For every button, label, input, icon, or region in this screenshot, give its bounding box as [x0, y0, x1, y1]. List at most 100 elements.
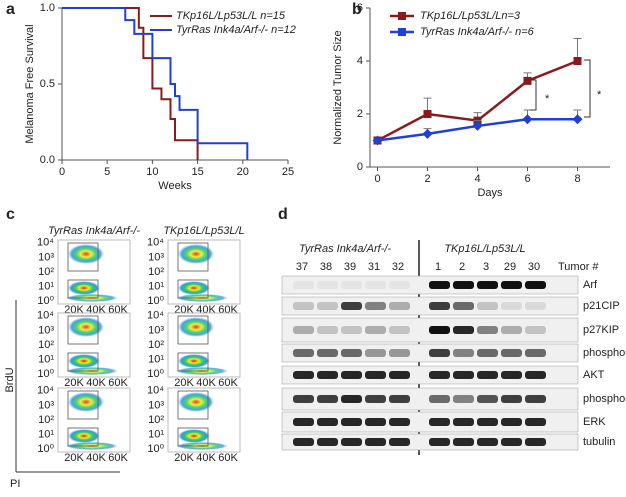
band	[341, 395, 362, 403]
band	[501, 418, 522, 426]
y-tick-label: 10²	[38, 266, 54, 278]
marker	[573, 57, 582, 65]
gate	[177, 279, 209, 299]
legend-label: TyrRas Ink4a/Arf-/- n=6	[420, 26, 535, 38]
panel-letter: c	[6, 206, 15, 223]
y-tick-label: 10²	[148, 414, 164, 426]
lane-label: 38	[320, 261, 332, 273]
x-tick-label: 6	[524, 173, 530, 185]
x-tick-label: 4	[474, 173, 480, 185]
band	[389, 349, 410, 357]
marker	[422, 128, 433, 139]
band	[365, 349, 386, 357]
y-tick-label: 0.5	[40, 78, 55, 90]
row-label: ERK	[583, 416, 606, 428]
x-tick-label: 20K	[174, 377, 194, 389]
x-tick-label: 10	[146, 166, 158, 178]
band	[525, 349, 546, 357]
y-tick-label: 10²	[38, 414, 54, 426]
flow-density	[178, 281, 210, 295]
band	[501, 395, 522, 403]
y-tick-label: 10¹	[148, 428, 164, 440]
annotation: *	[597, 89, 602, 101]
survival-curve	[62, 7, 249, 160]
y-tick-label: 10²	[38, 339, 54, 351]
band	[389, 302, 410, 310]
band	[365, 371, 386, 379]
row-label: phospho-ERK	[583, 393, 626, 405]
y-tick-label: 4	[357, 55, 363, 67]
y-tick-label: 10⁰	[147, 295, 164, 307]
y-tick-label: 0.0	[40, 154, 55, 166]
y-tick-label: 10²	[148, 266, 164, 278]
y-tick-label: 2	[357, 108, 363, 120]
band	[453, 418, 474, 426]
lane-label: 39	[344, 261, 356, 273]
lane-label: 32	[392, 261, 404, 273]
marker	[522, 114, 533, 125]
legend-marker	[398, 28, 406, 36]
lane-label: 1	[435, 261, 441, 273]
band	[477, 418, 498, 426]
y-tick-label: 10⁰	[147, 443, 164, 455]
band	[477, 302, 498, 310]
band	[501, 438, 522, 446]
flow-density	[68, 392, 104, 412]
band	[501, 349, 522, 357]
x-tick-label: 60K	[218, 452, 238, 464]
band	[453, 302, 474, 310]
annotation: *	[545, 93, 550, 105]
band	[341, 326, 362, 334]
gate	[67, 352, 99, 372]
band	[525, 281, 546, 289]
band	[317, 418, 338, 426]
gate	[67, 315, 99, 345]
x-axis-label: PI	[10, 478, 20, 490]
marker	[523, 76, 532, 85]
x-tick-label: 20K	[64, 452, 84, 464]
flow-density	[68, 244, 104, 264]
x-tick-label: 40K	[196, 452, 216, 464]
lane-header: Tumor #	[558, 261, 599, 273]
x-tick-label: 40K	[86, 452, 106, 464]
row-label: p21CIP	[583, 300, 620, 312]
x-tick-label: 20K	[174, 452, 194, 464]
band	[389, 371, 410, 379]
band	[293, 395, 314, 403]
band	[525, 418, 546, 426]
band	[293, 326, 314, 334]
band	[317, 438, 338, 446]
flow-density	[68, 429, 100, 443]
band	[525, 395, 546, 403]
y-tick-label: 10⁴	[37, 237, 54, 249]
band	[501, 371, 522, 379]
y-tick-label: 10⁴	[147, 237, 164, 249]
band	[501, 281, 522, 289]
band	[317, 371, 338, 379]
x-tick-label: 0	[59, 166, 65, 178]
column-header: TKp16L/Lp53L/L	[163, 225, 244, 237]
y-tick-label: 10²	[148, 339, 164, 351]
band	[429, 302, 450, 310]
row-label: tubulin	[583, 436, 615, 448]
bracket	[584, 59, 591, 118]
y-tick-label: 10⁴	[37, 310, 54, 322]
panel-letter: d	[278, 206, 288, 223]
x-tick-label: 15	[191, 166, 203, 178]
band	[341, 371, 362, 379]
band	[365, 418, 386, 426]
y-tick-label: 10⁰	[147, 368, 164, 380]
flow-density	[68, 354, 100, 368]
x-tick-label: 0	[374, 173, 380, 185]
y-tick-label: 10³	[38, 251, 54, 263]
x-tick-label: 2	[424, 173, 430, 185]
panel-letter: a	[6, 1, 15, 18]
y-tick-label: 10³	[148, 399, 164, 411]
x-tick-label: 5	[104, 166, 110, 178]
band	[453, 371, 474, 379]
y-tick-label: 10³	[38, 324, 54, 336]
y-tick-label: 10¹	[148, 353, 164, 365]
y-tick-label: 10⁴	[147, 310, 164, 322]
row-label: Arf	[583, 279, 598, 291]
